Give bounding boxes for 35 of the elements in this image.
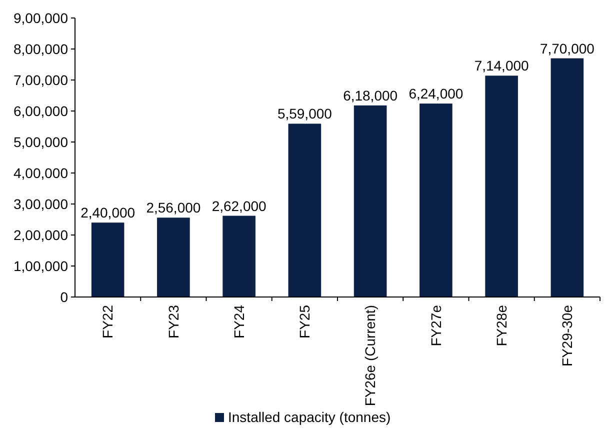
data-label: 2,62,000 [212,198,267,214]
data-label: 5,59,000 [277,106,332,122]
y-tick-label: 6,00,000 [14,102,68,119]
bar [288,124,322,297]
x-tick-label: FY25 [296,304,313,338]
x-tick-label: FY27e [428,304,444,346]
bar [91,222,124,297]
data-label: 2,56,000 [146,200,201,216]
y-tick-label: 7,00,000 [14,72,68,88]
bar [485,76,518,297]
y-tick-label: 3,00,000 [14,196,68,212]
x-tick-label: FY28e [493,304,510,346]
bar [157,218,190,297]
y-tick-label: 4,00,000 [14,164,68,181]
data-label: 7,70,000 [540,40,595,56]
y-tick-label: 9,00,000 [14,10,68,26]
data-label: 6,24,000 [408,86,464,102]
data-label: 6,18,000 [343,87,398,104]
bar [222,216,256,297]
x-tick-label: FY23 [165,304,182,338]
x-tick-label: FY22 [100,304,116,338]
data-label: 2,40,000 [80,204,136,221]
x-tick-label: FY29-30e [559,304,576,366]
bar [354,105,387,297]
bar [420,104,452,297]
bar [550,58,584,297]
x-tick-label: FY24 [230,304,247,338]
y-tick-label: 8,00,000 [14,40,68,57]
data-label: 7,14,000 [474,58,530,74]
y-tick-label: 0 [60,288,68,305]
legend-label: Installed capacity (tonnes) [228,409,391,425]
x-tick-label: FY26e (Current) [362,305,378,406]
y-tick-label: 1,00,000 [14,258,68,274]
y-tick-label: 2,00,000 [14,226,68,243]
y-tick-label: 5,00,000 [14,134,68,150]
